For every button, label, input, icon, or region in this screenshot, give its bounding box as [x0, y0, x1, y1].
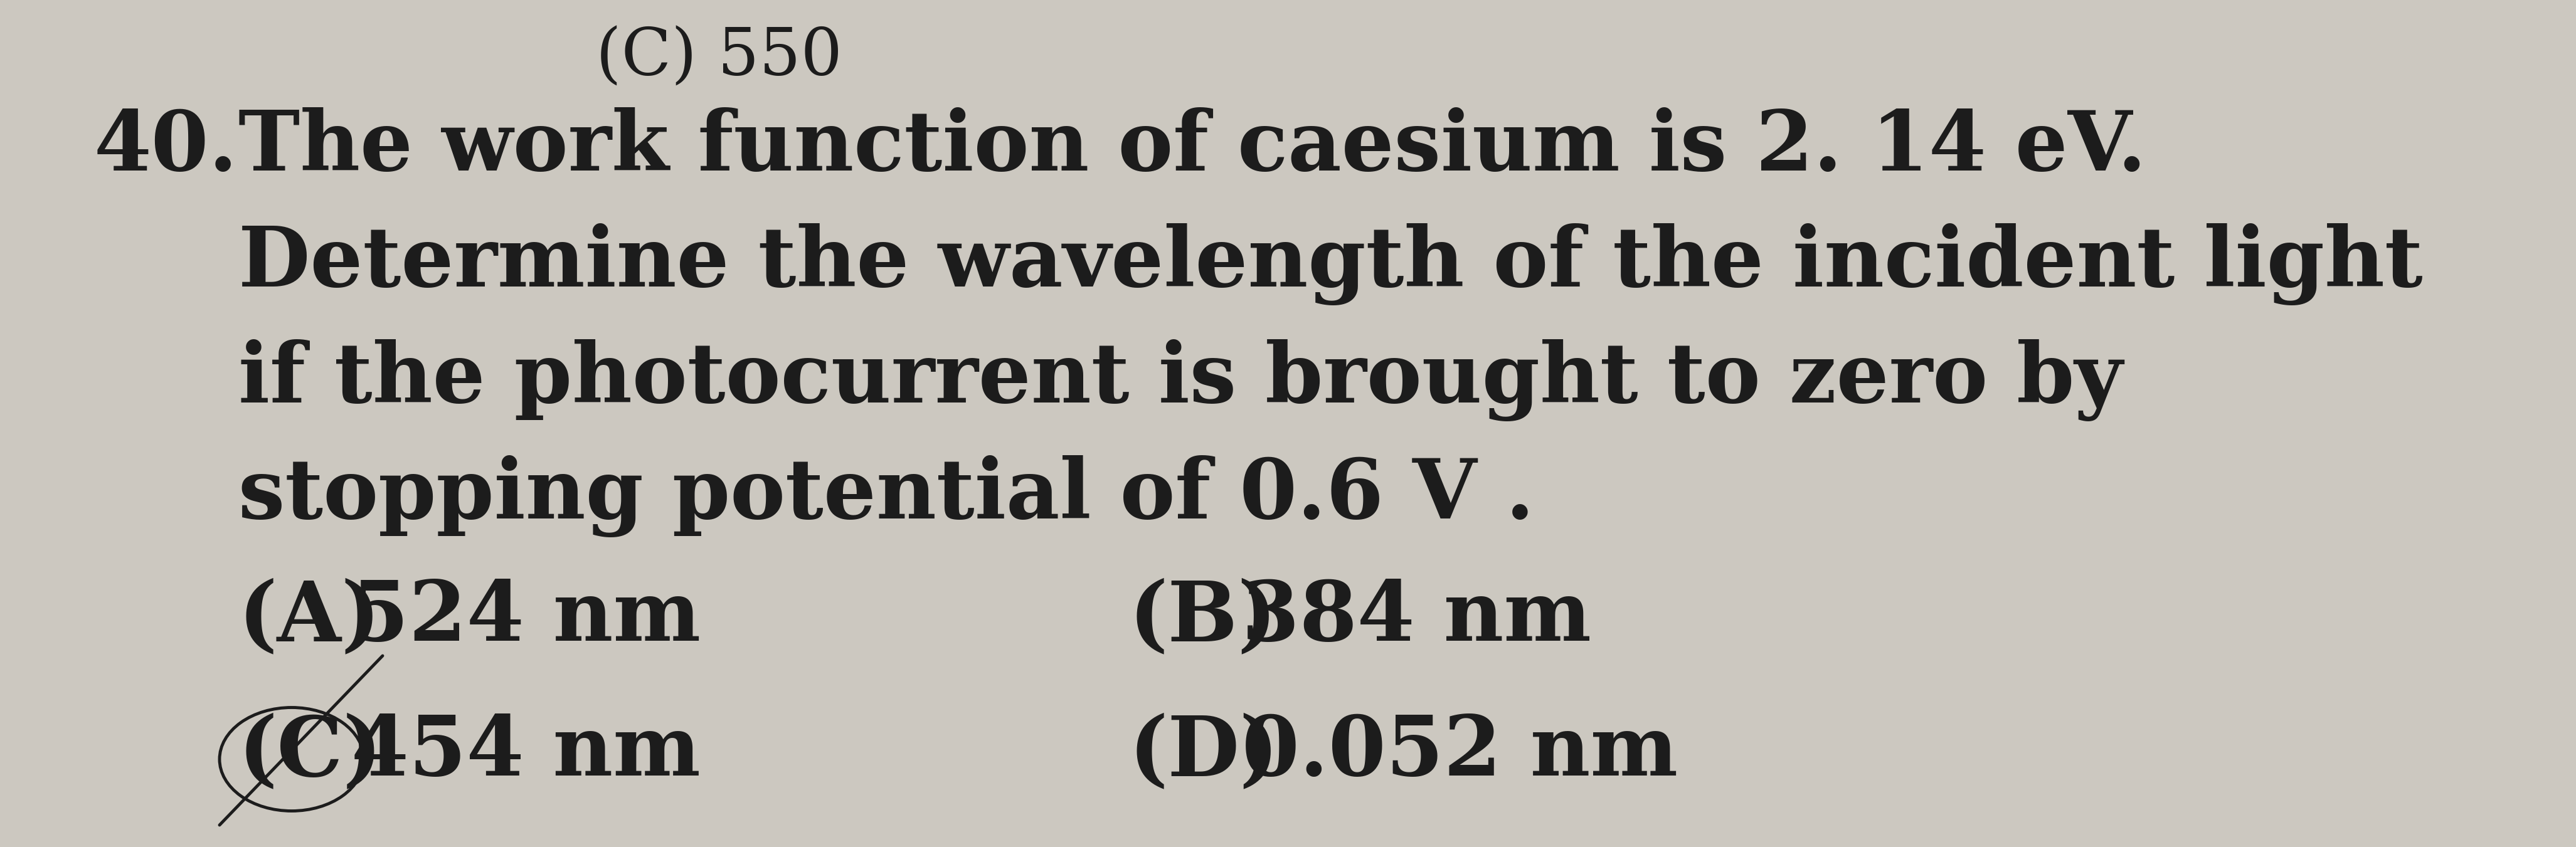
Text: The work function of caesium is 2. 14 eV.: The work function of caesium is 2. 14 eV…	[240, 108, 2146, 188]
Text: (C): (C)	[240, 712, 384, 793]
Text: if the photocurrent is brought to zero by: if the photocurrent is brought to zero b…	[240, 339, 2123, 421]
Text: stopping potential of 0.6 V .: stopping potential of 0.6 V .	[240, 455, 1535, 537]
Text: 384 nm: 384 nm	[1242, 578, 1592, 658]
Text: (A): (A)	[240, 578, 381, 658]
Text: (B): (B)	[1128, 578, 1278, 658]
Text: 454 nm: 454 nm	[350, 712, 701, 793]
Text: (C) 550: (C) 550	[595, 25, 842, 90]
Text: Determine the wavelength of the incident light: Determine the wavelength of the incident…	[240, 224, 2424, 305]
Text: (D): (D)	[1128, 712, 1280, 793]
Text: 40.: 40.	[95, 108, 237, 188]
Text: 0.052 nm: 0.052 nm	[1242, 712, 1677, 793]
Text: 524 nm: 524 nm	[350, 578, 701, 658]
